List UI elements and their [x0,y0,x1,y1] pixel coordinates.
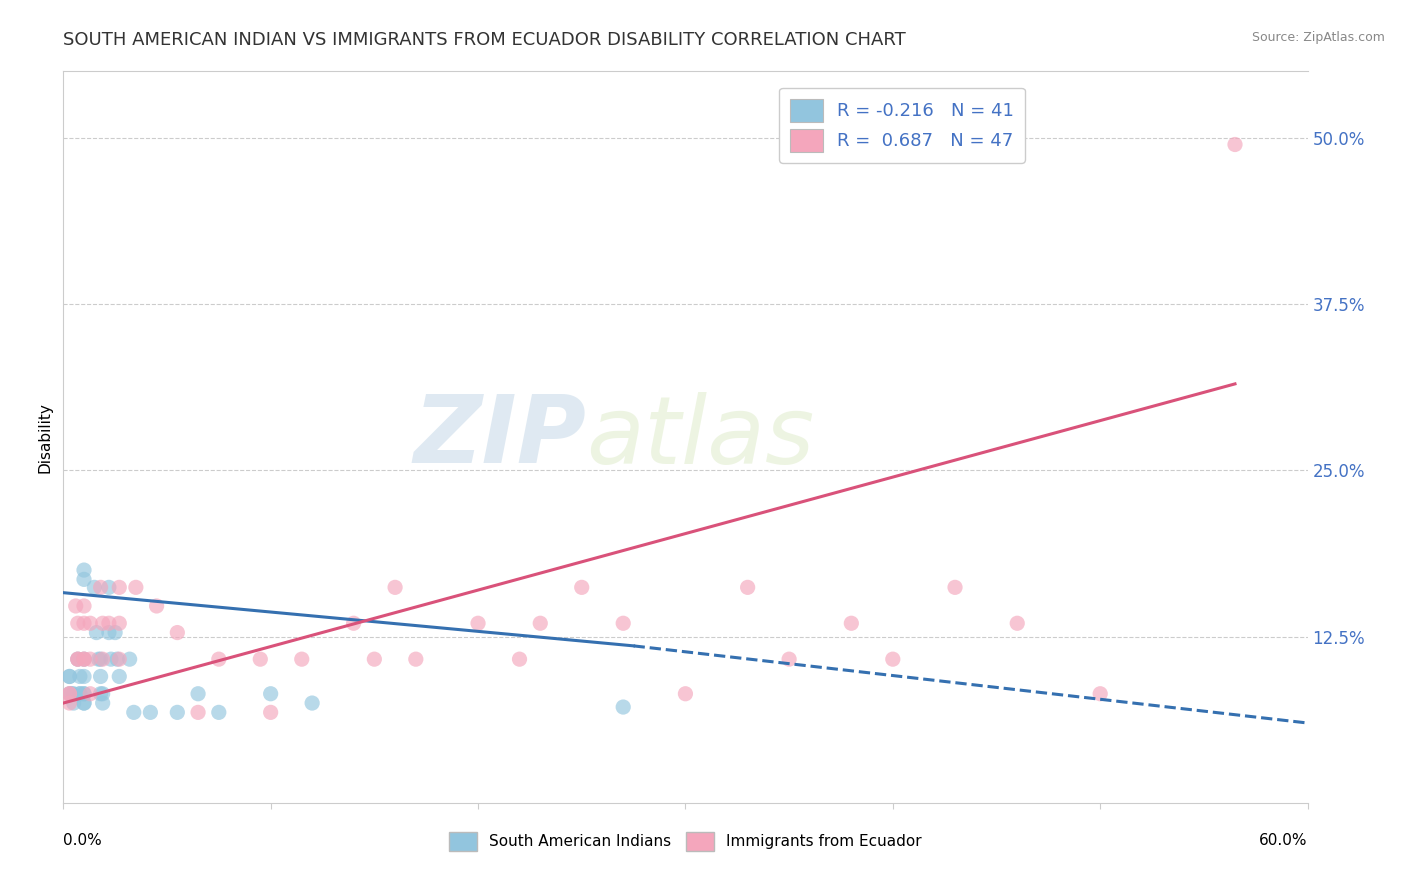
Point [90,580,112,594]
Point [73,687,96,701]
Point [79,616,101,631]
Point [83,580,105,594]
Point [58,696,80,710]
Point [86,625,108,640]
Point [612,616,634,631]
Point [405,652,427,666]
Text: atlas: atlas [586,392,814,483]
Point [79,652,101,666]
Point [91,687,114,701]
Point [260,706,283,720]
Point [97,625,120,640]
Point [73,652,96,666]
Point [73,563,96,577]
Point [100,652,122,666]
Point [73,687,96,701]
Point [73,599,96,613]
Point [62,696,84,710]
Point [91,696,114,710]
Point [105,652,128,666]
Point [882,652,904,666]
Point [675,687,697,701]
Point [79,687,101,701]
Point [778,652,800,666]
Point [108,669,131,683]
Text: SOUTH AMERICAN INDIAN VS IMMIGRANTS FROM ECUADOR DISABILITY CORRELATION CHART: SOUTH AMERICAN INDIAN VS IMMIGRANTS FROM… [63,31,905,49]
Point [139,706,162,720]
Point [58,687,80,701]
Point [260,687,283,701]
Point [145,599,167,613]
Text: 60.0%: 60.0% [1260,833,1308,848]
Point [108,652,131,666]
Point [737,580,759,594]
Point [509,652,531,666]
Point [571,580,593,594]
Point [66,652,89,666]
Point [66,652,89,666]
Point [69,687,91,701]
Text: Source: ZipAtlas.com: Source: ZipAtlas.com [1251,31,1385,45]
Point [612,700,634,714]
Point [122,706,145,720]
Point [108,616,131,631]
Point [87,652,110,666]
Point [73,696,96,710]
Point [73,616,96,631]
Point [166,625,188,640]
Point [301,696,323,710]
Point [108,580,131,594]
Point [97,616,120,631]
Point [73,652,96,666]
Point [90,687,112,701]
Point [1223,137,1246,152]
Point [208,706,231,720]
Point [73,696,96,710]
Point [363,652,385,666]
Legend: South American Indians, Immigrants from Ecuador: South American Indians, Immigrants from … [443,825,928,857]
Point [166,706,188,720]
Point [66,652,89,666]
Text: ZIP: ZIP [413,391,586,483]
Point [60,687,83,701]
Point [91,616,114,631]
Point [291,652,314,666]
Point [58,669,80,683]
Point [943,580,966,594]
Point [73,573,96,587]
Point [58,687,80,701]
Y-axis label: Disability: Disability [37,401,52,473]
Point [249,652,271,666]
Point [343,616,366,631]
Point [91,652,114,666]
Point [125,580,148,594]
Point [1090,687,1112,701]
Point [69,687,91,701]
Point [73,669,96,683]
Point [841,616,863,631]
Point [90,669,112,683]
Point [69,669,91,683]
Point [90,652,112,666]
Point [58,687,80,701]
Point [187,706,209,720]
Point [62,687,84,701]
Point [529,616,551,631]
Point [1007,616,1029,631]
Point [187,687,209,701]
Point [384,580,406,594]
Point [467,616,489,631]
Point [58,669,80,683]
Point [66,616,89,631]
Point [97,580,120,594]
Point [73,652,96,666]
Point [118,652,141,666]
Point [104,625,127,640]
Text: 0.0%: 0.0% [63,833,103,848]
Point [65,599,87,613]
Point [208,652,231,666]
